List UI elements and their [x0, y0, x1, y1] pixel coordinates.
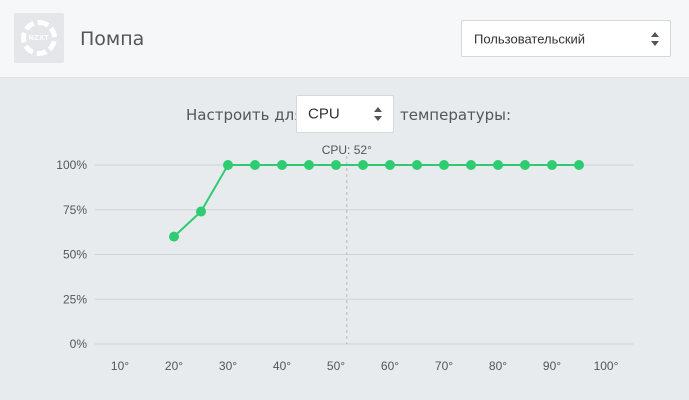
- curve-point[interactable]: [304, 160, 314, 170]
- nzxt-logo: NZXT: [14, 13, 64, 63]
- x-tick-label: 30°: [219, 359, 237, 373]
- y-tick-label: 100%: [56, 158, 87, 172]
- x-tick-label: 80°: [489, 359, 507, 373]
- y-tick-label: 75%: [63, 203, 87, 217]
- curve-point[interactable]: [250, 160, 260, 170]
- logo-text: NZXT: [28, 34, 50, 42]
- y-tick-label: 50%: [63, 248, 87, 262]
- x-tick-label: 40°: [273, 359, 291, 373]
- curve-point[interactable]: [493, 160, 503, 170]
- sensor-select[interactable]: CPU: [296, 95, 394, 133]
- x-tick-label: 60°: [381, 359, 399, 373]
- curve-point[interactable]: [385, 160, 395, 170]
- page-title: Помпа: [80, 28, 145, 50]
- curve-point[interactable]: [520, 160, 530, 170]
- pump-curve-chart[interactable]: 0% 25% 50% 75% 100% 10° 20° 30° 40° 50° 60° 70° 80° 9…: [0, 140, 689, 400]
- select-arrows-icon: [374, 107, 382, 121]
- x-tick-label: 70°: [435, 359, 453, 373]
- logo-ring-icon: NZXT: [21, 20, 57, 56]
- curve-point[interactable]: [277, 160, 287, 170]
- curve-point[interactable]: [439, 160, 449, 170]
- y-tick-label: 0%: [70, 337, 88, 351]
- current-temp-marker-label: CPU: 52°: [322, 143, 372, 157]
- preset-select-value: Пользовательский: [474, 31, 586, 46]
- preset-select[interactable]: Пользовательский: [461, 20, 671, 57]
- x-tick-label: 50°: [327, 359, 345, 373]
- curve-point[interactable]: [169, 231, 179, 242]
- x-tick-label: 10°: [111, 359, 129, 373]
- curve-point[interactable]: [223, 160, 233, 170]
- x-tick-label: 90°: [543, 359, 561, 373]
- sensor-select-value: CPU: [308, 105, 340, 123]
- curve-point[interactable]: [574, 160, 584, 170]
- header: NZXT Помпа Пользовательский: [0, 0, 689, 78]
- curve-line: [173, 164, 579, 238]
- config-row: Настроить для CPU температуры:: [0, 95, 689, 133]
- y-tick-label: 25%: [63, 292, 87, 306]
- curve-point[interactable]: [412, 160, 422, 170]
- curve-point[interactable]: [547, 160, 557, 170]
- curve-point[interactable]: [196, 206, 206, 217]
- config-prefix-label: Настроить для: [186, 106, 304, 124]
- curve-point[interactable]: [331, 160, 341, 170]
- x-tick-label: 20°: [165, 359, 183, 373]
- config-suffix-label: температуры:: [400, 106, 512, 124]
- select-arrows-icon: [651, 31, 659, 46]
- x-tick-label: 100°: [594, 359, 619, 373]
- curve-point[interactable]: [358, 160, 368, 170]
- curve-point[interactable]: [466, 160, 476, 170]
